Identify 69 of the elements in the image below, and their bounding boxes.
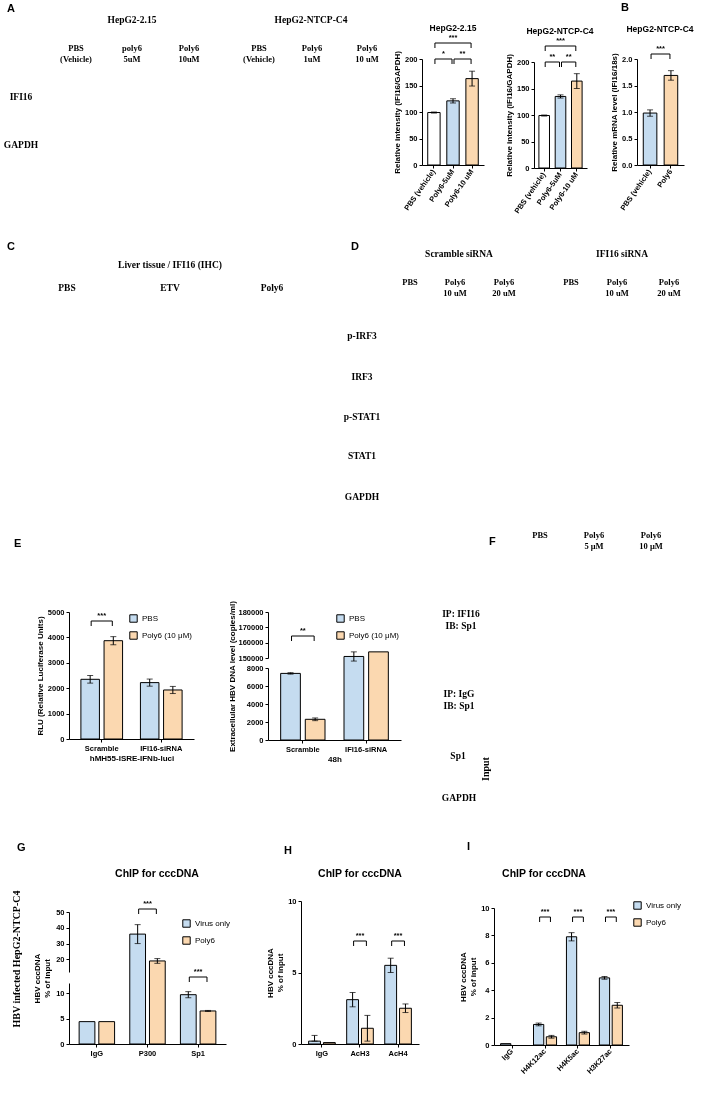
y-axis-title: Relative intensity (IFI16/GAPDH)	[504, 53, 514, 177]
text: Poly6 10uM	[178, 43, 200, 64]
text: Sp1	[450, 751, 466, 761]
text: PBS (Vehicle)	[243, 43, 276, 64]
legend-label: Poly6 (10 μM)	[142, 630, 193, 640]
y-axis-title: HBV cccDNA % of input	[266, 947, 286, 998]
text: E	[14, 537, 22, 549]
x-axis-title: 48h	[328, 755, 342, 764]
text: IP: IgG IB: Sp1	[443, 689, 476, 711]
y-axis-title: Relative mRNA level (IFI16/18s)	[610, 52, 620, 172]
text: p-STAT1	[343, 412, 381, 422]
legend-label: PBS	[349, 613, 366, 623]
text: Poly6 10 uM	[355, 43, 379, 64]
text: Poly6 10 μM	[639, 530, 663, 551]
chart-title: HepG2-2.15	[429, 23, 477, 33]
y-axis-title: HBV cccDNA % of input	[459, 951, 479, 1002]
chart-title: ChIP for cccDNA	[115, 867, 200, 879]
text: Input	[480, 756, 491, 781]
text: Poly6 10 uM	[605, 277, 629, 298]
legend-label: Virus only	[195, 918, 230, 928]
text: PBS	[532, 530, 549, 540]
text: G	[17, 841, 26, 853]
text: PBS	[563, 277, 580, 287]
text: Liver tissue / IFI16 (IHC)	[118, 260, 222, 271]
chart-title: HepG2-NTCP-C4	[626, 24, 694, 34]
text: HBV infected HepG2-NTCP-C4	[11, 890, 22, 1028]
text: Poly6 5 μM	[583, 530, 605, 551]
text: HepG2-NTCP-C4	[274, 15, 348, 25]
y-axis-title: RLU (Relative Luciferase Units)	[35, 616, 45, 736]
text: Poly6 20 uM	[492, 277, 516, 298]
text: ETV	[160, 283, 180, 293]
text: F	[489, 535, 496, 547]
legend-label: Virus only	[646, 900, 681, 910]
text: A	[7, 2, 15, 14]
text: I	[467, 840, 471, 852]
text: Scramble siRNA	[425, 249, 494, 259]
text: D	[351, 240, 359, 252]
chart-title: HepG2-NTCP-C4	[526, 26, 594, 36]
chart-title: ChIP for cccDNA	[502, 867, 587, 879]
y-axis-title: Relative intensity (IFI16/GAPDH)	[392, 50, 402, 174]
legend-label: Poly6	[195, 935, 216, 945]
legend-label: Poly6	[646, 917, 667, 927]
y-axis-title: HBV cccDNA % of input	[33, 953, 53, 1004]
text: Poly6 20 uM	[657, 277, 681, 298]
text: IRF3	[351, 372, 373, 382]
text: GAPDH	[441, 793, 477, 803]
text: IFI16 siRNA	[596, 249, 649, 259]
text: poly6 5uM	[122, 43, 142, 64]
text: B	[621, 1, 629, 13]
text: GAPDH	[344, 492, 380, 502]
text: IP: IFI16 IB: Sp1	[442, 609, 481, 631]
legend-label: Poly6 (10 μM)	[349, 630, 400, 640]
text: Poly6 10 uM	[443, 277, 467, 298]
text: GAPDH	[3, 140, 39, 150]
chart-title: ChIP for cccDNA	[318, 867, 403, 879]
text: Poly6 1uM	[301, 43, 323, 64]
text: PBS	[58, 283, 76, 293]
y-axis-title: Extracellular HBV DNA level (copies/ml)	[228, 600, 238, 752]
text: IFI16	[9, 92, 33, 102]
legend-label: PBS	[142, 613, 159, 623]
text: p-IRF3	[347, 331, 378, 341]
text: H	[284, 844, 292, 856]
text: HepG2-2.15	[107, 15, 157, 25]
text: PBS	[402, 277, 419, 287]
text: STAT1	[347, 451, 377, 461]
x-axis-title: hMH55-ISRE-IFNb-luci	[89, 754, 175, 763]
text: PBS (Vehicle)	[60, 43, 93, 64]
text: C	[7, 240, 15, 252]
text: Poly6	[260, 283, 284, 293]
